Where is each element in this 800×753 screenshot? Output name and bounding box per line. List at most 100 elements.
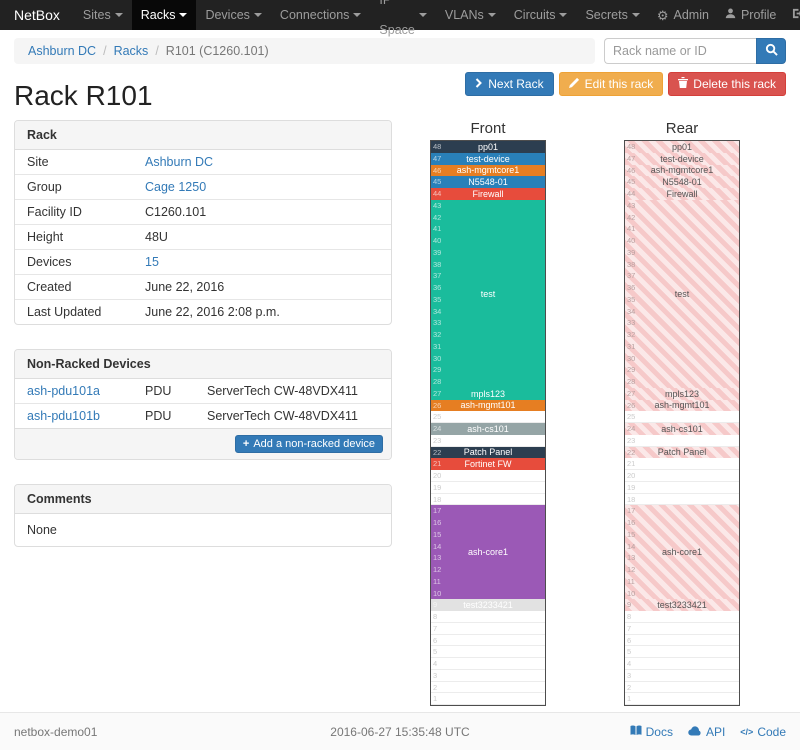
rack-device-label: ash-cs101: [467, 423, 509, 434]
rack-device-rear-mpls123[interactable]: mpls123: [625, 387, 739, 400]
next-rack-button[interactable]: Next Rack: [465, 72, 554, 96]
rack-device-rear-ash-mgmt101[interactable]: ash-mgmt101: [625, 399, 739, 412]
rack-device-rear-ash-mgmtcore1[interactable]: ash-mgmtcore1: [625, 164, 739, 177]
site-link[interactable]: Ashburn DC: [145, 155, 214, 169]
rear-rack-diagram: pp01 test-device ash-mgmtcore1 N5548-01 Fire…: [624, 140, 740, 706]
rack-unit-number: 7: [433, 623, 438, 633]
nav-devices[interactable]: Devices: [196, 0, 270, 30]
rack-unit-number: 25: [433, 412, 442, 422]
main-content: Rack Site Ashburn DC Group Cage 1250 Facil…: [14, 120, 786, 712]
search-button[interactable]: [756, 38, 786, 64]
trash-icon: [678, 77, 689, 91]
rack-unit-number: 18: [433, 494, 442, 504]
rack-device-rear-test-device[interactable]: test-device: [625, 152, 739, 165]
rack-device-front-test-device[interactable]: test-device: [431, 152, 545, 165]
rack-device-rear-test[interactable]: test: [625, 199, 739, 388]
rack-device-label: test-device: [466, 153, 510, 164]
rack-device-label: pp01: [671, 141, 693, 152]
rack-unit-number: 10: [433, 588, 442, 598]
rack-unit-number: 39: [627, 247, 636, 257]
rack-unit-number: 7: [627, 623, 632, 633]
footer-timestamp: 2016-06-27 15:35:48 UTC: [330, 725, 470, 739]
nav-vlans[interactable]: VLANs: [436, 0, 505, 30]
rack-unit-number: 48: [433, 142, 442, 151]
rack-device-rear-ash-core1[interactable]: ash-core1: [625, 505, 739, 600]
rack-unit-slot: [625, 693, 739, 705]
app-brand[interactable]: NetBox: [14, 7, 60, 23]
user-icon: [725, 0, 736, 30]
nav-circuits[interactable]: Circuits: [505, 0, 577, 30]
nav-racks[interactable]: Racks: [131, 0, 197, 30]
rack-unit-number: 2: [627, 682, 632, 692]
api-link[interactable]: API: [688, 725, 725, 739]
rack-unit-number: 38: [433, 259, 442, 269]
breadcrumb-racks[interactable]: Racks: [113, 44, 149, 58]
code-link[interactable]: </> Code: [740, 725, 786, 739]
code-label: Code: [757, 725, 786, 739]
breadcrumb-site[interactable]: Ashburn DC: [28, 44, 97, 58]
rack-device-rear-ash-cs101[interactable]: ash-cs101: [625, 423, 739, 435]
rack-unit-number: 3: [627, 670, 632, 680]
device-link[interactable]: ash-pdu101b: [27, 409, 100, 423]
facility-id-value: C1260.101: [133, 199, 391, 225]
rack-unit-number: 40: [433, 236, 442, 245]
rack-device-rear-patch-panel[interactable]: Patch Panel: [625, 446, 739, 459]
rack-panel-title: Rack: [15, 121, 391, 150]
rack-device-label: Patch Panel: [463, 447, 513, 458]
rack-device-rear-n5548-01[interactable]: N5548-01: [625, 176, 739, 188]
rack-unit-number: 46: [433, 165, 442, 175]
nav-circuits-label: Circuits: [513, 8, 556, 22]
rack-device-front-ash-core1[interactable]: ash-core1: [431, 505, 545, 600]
rack-device-front-ash-mgmt101[interactable]: ash-mgmt101: [431, 399, 545, 412]
rack-unit-slot: [625, 658, 739, 670]
rack-unit-number: 32: [433, 330, 442, 339]
rack-unit-slot: [625, 611, 739, 623]
rack-device-label: test: [480, 288, 496, 299]
rack-unit-number: 35: [627, 294, 636, 304]
front-elevation: Front pp01 test-device ash-mgmtcore1 N5548-…: [430, 120, 546, 706]
rack-unit-number: 23: [433, 435, 442, 445]
delete-rack-button[interactable]: Delete this rack: [668, 72, 786, 96]
rack-unit-slot: [431, 682, 545, 694]
rack-unit-number: 29: [433, 365, 442, 375]
rack-device-front-patch-panel[interactable]: Patch Panel: [431, 446, 545, 459]
nav-profile[interactable]: Profile: [717, 0, 784, 30]
rack-device-front-n5548-01[interactable]: N5548-01: [431, 176, 545, 188]
rack-device-front-ash-mgmtcore1[interactable]: ash-mgmtcore1: [431, 164, 545, 177]
rack-device-rear-test3233421[interactable]: test3233421: [625, 599, 739, 611]
nav-connections[interactable]: Connections: [271, 0, 371, 30]
rack-unit-number: 31: [433, 341, 442, 351]
nav-devices-label: Devices: [205, 8, 250, 22]
rack-unit-slot: [625, 494, 739, 506]
nav-logout[interactable]: Log out: [784, 0, 800, 45]
rack-device-rear-firewall[interactable]: Firewall: [625, 188, 739, 200]
rack-unit-slot: [625, 482, 739, 494]
rack-device-front-pp01[interactable]: pp01: [431, 141, 545, 153]
nav-sites[interactable]: Sites: [74, 0, 132, 30]
non-racked-devices-panel: Non-Racked Devices ash-pdu101a PDU ServerT…: [14, 349, 392, 460]
nav-admin[interactable]: ⚙ Admin: [649, 0, 717, 30]
add-non-racked-device-button[interactable]: + Add a non-racked device: [234, 435, 383, 453]
edit-rack-button[interactable]: Edit this rack: [558, 72, 664, 96]
table-row: Height 48U: [15, 224, 391, 250]
devices-count-link[interactable]: 15: [145, 255, 159, 269]
rack-device-front-fortinet-fw[interactable]: Fortinet FW: [431, 458, 545, 470]
rack-device-front-mpls123[interactable]: mpls123: [431, 387, 545, 400]
rack-device-front-ash-cs101[interactable]: ash-cs101: [431, 423, 545, 435]
device-link[interactable]: ash-pdu101a: [27, 384, 100, 398]
rack-device-label: pp01: [477, 141, 499, 152]
rack-device-rear-pp01[interactable]: pp01: [625, 141, 739, 153]
rack-device-front-firewall[interactable]: Firewall: [431, 188, 545, 200]
group-link[interactable]: Cage 1250: [145, 180, 207, 194]
rack-device-label: test: [674, 288, 690, 299]
device-type: ServerTech CW-48VDX411: [195, 403, 391, 428]
rack-device-front-test3233421[interactable]: test3233421: [431, 599, 545, 611]
rack-unit-number: 45: [627, 177, 636, 187]
nav-ip-space[interactable]: IP Space: [370, 0, 435, 37]
docs-link[interactable]: Docs: [630, 725, 673, 739]
search-input[interactable]: [604, 38, 756, 64]
rack-device-front-test[interactable]: test: [431, 199, 545, 388]
rack-unit-number: 2: [433, 682, 438, 692]
rack-unit-number: 36: [433, 283, 442, 292]
nav-secrets[interactable]: Secrets: [576, 0, 648, 30]
